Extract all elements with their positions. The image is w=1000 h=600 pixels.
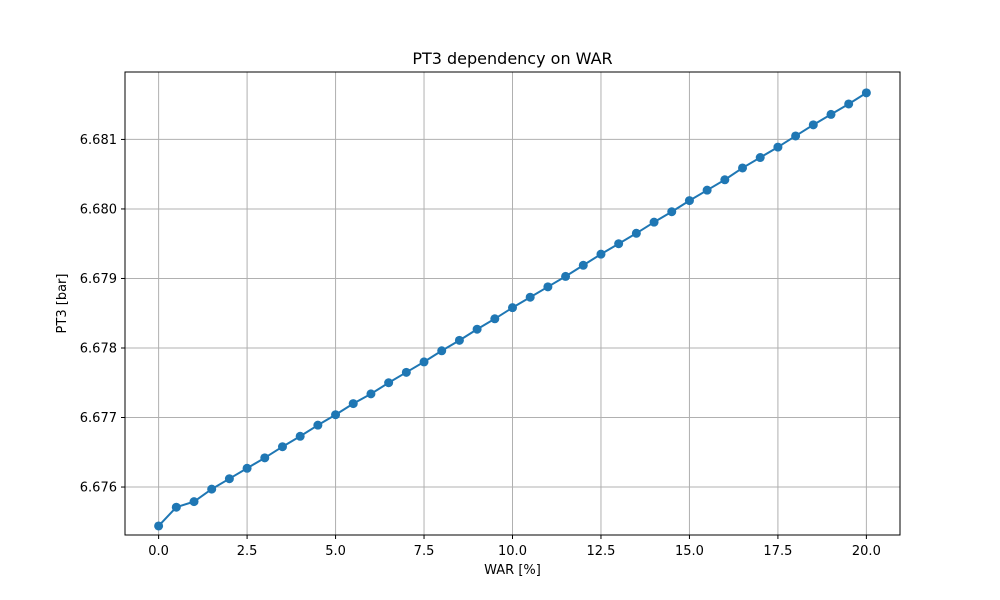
data-point — [773, 142, 783, 152]
x-tick-label: 10.0 — [498, 544, 527, 559]
data-point — [808, 120, 818, 130]
data-point — [791, 131, 801, 141]
data-point — [525, 292, 535, 302]
data-point — [844, 99, 854, 109]
data-point — [277, 442, 287, 452]
data-point — [543, 282, 553, 292]
data-point — [331, 410, 341, 420]
data-point — [561, 271, 571, 281]
data-point — [649, 217, 659, 227]
data-point — [861, 88, 871, 98]
data-point — [348, 399, 358, 409]
x-axis: 0.0 2.5 5.0 7.5 10.0 12.5 15.0 17.5 20.0 — [148, 535, 881, 559]
data-point — [826, 109, 836, 119]
data-point — [224, 474, 234, 484]
data-point — [242, 463, 252, 473]
data-point — [401, 367, 411, 377]
data-point — [578, 260, 588, 270]
y-tick-label: 6.680 — [80, 202, 117, 217]
data-point — [596, 249, 606, 259]
data-point — [419, 357, 429, 367]
x-tick-label: 2.5 — [237, 544, 258, 559]
data-point — [189, 497, 199, 507]
data-point — [614, 239, 624, 249]
data-point — [366, 389, 376, 399]
data-point — [260, 453, 270, 463]
x-tick-label: 12.5 — [586, 544, 615, 559]
x-tick-label: 7.5 — [414, 544, 435, 559]
data-point — [738, 163, 748, 173]
data-point — [702, 185, 712, 195]
data-point — [720, 175, 730, 185]
data-point — [171, 502, 181, 512]
data-point — [313, 420, 323, 430]
data-point — [508, 303, 517, 313]
data-point — [631, 228, 641, 238]
y-tick-label: 6.679 — [80, 272, 117, 287]
x-axis-label: WAR [%] — [484, 563, 541, 578]
y-tick-label: 6.677 — [80, 411, 117, 426]
y-axis: 6.676 6.677 6.678 6.679 6.680 6.681 — [80, 133, 125, 496]
data-point — [684, 196, 694, 206]
data-point — [437, 346, 447, 356]
data-point — [490, 314, 500, 324]
y-tick-label: 6.678 — [80, 341, 117, 356]
x-tick-label: 5.0 — [325, 544, 346, 559]
x-tick-label: 0.0 — [148, 544, 169, 559]
chart-title: PT3 dependency on WAR — [412, 49, 612, 68]
data-point — [207, 484, 217, 494]
data-point — [472, 324, 482, 334]
series-layer — [154, 88, 871, 531]
x-tick-label: 20.0 — [852, 544, 881, 559]
y-tick-label: 6.676 — [80, 481, 117, 496]
x-tick-label: 15.0 — [675, 544, 704, 559]
y-axis-label: PT3 [bar] — [55, 274, 70, 334]
data-point — [154, 521, 164, 531]
data-point — [454, 335, 464, 345]
data-point — [755, 153, 765, 163]
data-point — [667, 207, 677, 217]
data-point — [295, 431, 305, 441]
data-point — [384, 378, 394, 388]
y-tick-label: 6.681 — [80, 133, 117, 148]
x-tick-label: 17.5 — [763, 544, 792, 559]
